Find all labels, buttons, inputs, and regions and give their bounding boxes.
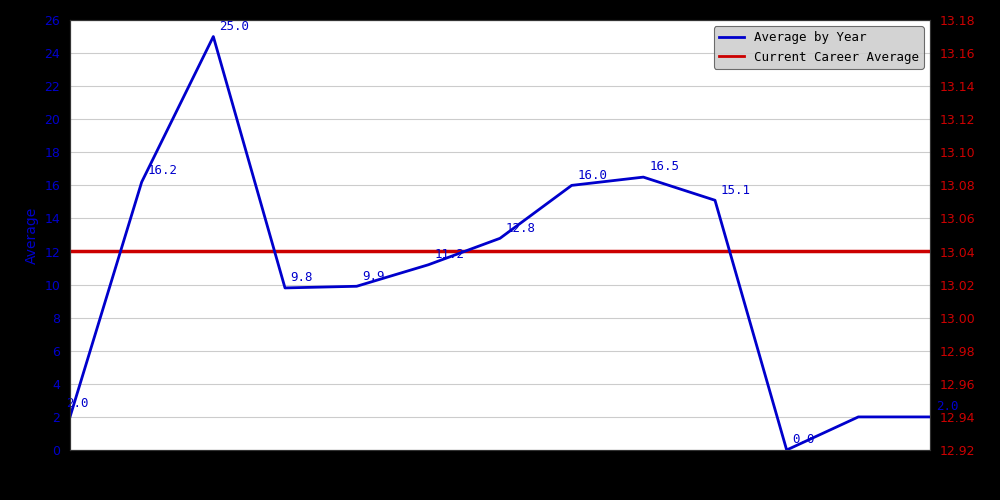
Text: 0.0: 0.0 bbox=[792, 434, 815, 446]
Text: 11.2: 11.2 bbox=[434, 248, 464, 261]
Text: 15.1: 15.1 bbox=[721, 184, 751, 196]
Text: 9.8: 9.8 bbox=[291, 272, 313, 284]
Text: 16.5: 16.5 bbox=[649, 160, 679, 173]
Y-axis label: Average: Average bbox=[25, 206, 39, 264]
Legend: Average by Year, Current Career Average: Average by Year, Current Career Average bbox=[714, 26, 924, 68]
Text: 25.0: 25.0 bbox=[219, 20, 249, 33]
Text: 2.0: 2.0 bbox=[936, 400, 958, 413]
Text: 9.9: 9.9 bbox=[362, 270, 385, 282]
Text: 2.0: 2.0 bbox=[66, 397, 89, 410]
Text: 16.2: 16.2 bbox=[147, 164, 177, 177]
Text: 16.0: 16.0 bbox=[577, 169, 607, 182]
Text: 12.8: 12.8 bbox=[506, 222, 536, 234]
X-axis label: Year: Year bbox=[485, 478, 515, 492]
